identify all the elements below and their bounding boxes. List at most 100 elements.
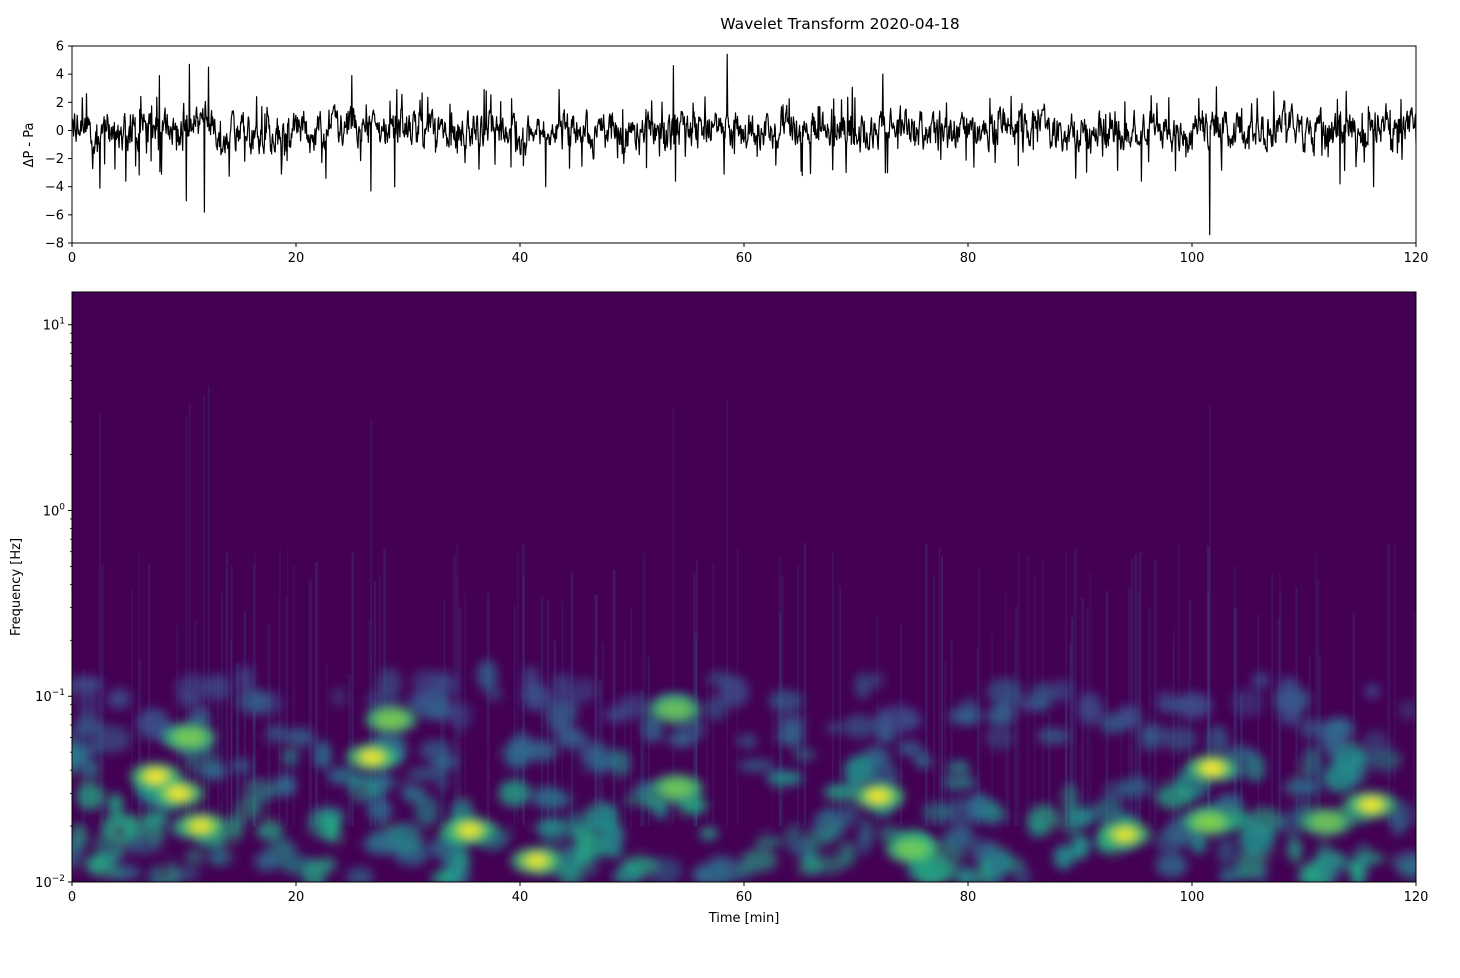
scalogram-power-blob (1278, 675, 1300, 706)
scalogram-low-power (72, 866, 79, 876)
scalogram-power-blob (522, 739, 558, 762)
scalogram-power-blob (82, 758, 99, 780)
pressure-y-tick-label: −2 (45, 152, 64, 167)
scalogram-low-power (1193, 780, 1204, 788)
scalogram-low-power (729, 862, 736, 876)
scalogram-power-blob (254, 850, 281, 872)
scalogram-power-blob (1050, 679, 1073, 702)
scalogram-power-blob (599, 845, 624, 859)
scalogram-low-power (239, 803, 250, 818)
scalogram-hotspot (1192, 813, 1225, 832)
scalogram-y-tick-exponent: −1 (52, 688, 65, 698)
scalogram-hotspot (1310, 813, 1343, 832)
scalogram-power-blob (766, 770, 803, 786)
scalogram-power-blob (1120, 776, 1152, 798)
scalogram-hotspot (660, 779, 693, 798)
scalogram-power-blob (1345, 860, 1364, 874)
scalogram-low-power (95, 762, 104, 776)
scalogram-x-tick-label: 100 (1180, 890, 1205, 905)
scalogram-low-power (513, 823, 527, 835)
scalogram-power-blob (1013, 866, 1031, 882)
scalogram-power-blob (1251, 672, 1270, 689)
scalogram-power-blob (72, 675, 103, 694)
pressure-series-line (72, 53, 1416, 236)
scalogram-power-blob (739, 733, 757, 749)
scalogram-power-blob (1238, 822, 1276, 855)
scalogram-power-blob (1166, 726, 1197, 752)
scalogram-power-blob (947, 826, 972, 849)
scalogram-power-blob (281, 748, 300, 767)
scalogram-hotspot-core (146, 770, 166, 783)
scalogram-power-blob (552, 673, 574, 691)
scalogram-low-power (198, 761, 206, 772)
scalogram-y-tick-exponent: −2 (52, 874, 65, 884)
scalogram-low-power (101, 868, 109, 878)
scalogram-low-power (822, 821, 831, 830)
scalogram-power-blob (265, 724, 288, 744)
scalogram-power-blob (1224, 745, 1258, 764)
scalogram-low-power (661, 755, 672, 762)
scalogram-power-blob (230, 757, 253, 775)
scalogram-power-blob (1287, 838, 1303, 862)
scalogram-power-blob (72, 755, 80, 775)
scalogram-low-power (957, 818, 966, 827)
scalogram-power-blob (175, 674, 212, 702)
pressure-y-axis: −8 −6 −4 −2 0 2 4 6 (45, 40, 72, 252)
scalogram-low-power (400, 771, 409, 785)
scalogram-low-power (884, 857, 894, 870)
scalogram-power-blob (844, 754, 875, 787)
scalogram-low-power (411, 779, 421, 793)
pressure-x-tick-label: 20 (288, 251, 305, 266)
scalogram-low-power (1165, 742, 1173, 756)
scalogram-power-blob (1399, 700, 1416, 720)
scalogram-power-blob (612, 749, 631, 777)
scalogram-low-power (1285, 788, 1294, 801)
scalogram-low-power (251, 745, 263, 753)
scalogram-low-power (724, 733, 737, 745)
scalogram-y-tick-exponent: 1 (59, 317, 65, 327)
scalogram-power-blob (1219, 868, 1234, 882)
scalogram-power-blob (313, 740, 332, 770)
scalogram-y-tick-base: 10 (43, 504, 60, 519)
scalogram-power-blob (814, 854, 845, 875)
scalogram-power-blob (72, 675, 77, 700)
scalogram-low-power (205, 784, 214, 794)
scalogram-x-tick-label: 60 (736, 890, 753, 905)
scalogram-power-blob (521, 686, 544, 702)
scalogram-power-blob (345, 866, 374, 882)
scalogram-hotspots (130, 695, 1398, 875)
scalogram-power-blob (1030, 681, 1054, 712)
scalogram-power-blob (583, 801, 619, 832)
scalogram-power-blob (146, 821, 165, 846)
scalogram-hotspot-core (362, 751, 383, 764)
scalogram-low-power (1394, 761, 1402, 769)
scalogram-power-blob (956, 866, 976, 882)
scalogram-power-blob (573, 677, 597, 703)
scalogram-low-power (637, 836, 647, 846)
scalogram-power-blob (255, 821, 284, 841)
scalogram-low-power (646, 866, 655, 877)
scalogram-low-power (1095, 747, 1109, 755)
scalogram-x-axis: 0 20 40 60 80 100 120 (68, 882, 1428, 905)
scalogram-hotspot-core (526, 854, 547, 867)
scalogram-power-blob (198, 763, 228, 780)
scalogram-x-tick-label: 20 (288, 890, 305, 905)
scalogram-low-power (1383, 781, 1392, 794)
scalogram-low-power (790, 868, 800, 877)
scalogram-power-blob (530, 785, 565, 809)
pressure-x-tick-label: 120 (1404, 251, 1429, 266)
pressure-x-tick-label: 60 (736, 251, 753, 266)
scalogram-power-blob (498, 780, 530, 808)
scalogram-power-blob (897, 740, 923, 756)
scalogram-power-blob (1216, 836, 1236, 866)
scalogram-power-blob (1206, 724, 1229, 756)
pressure-y-tick-label: 0 (56, 124, 64, 139)
scalogram-power-blob (642, 715, 664, 743)
scalogram-power-blob (989, 861, 1005, 882)
scalogram-power-blob (881, 704, 919, 733)
scalogram-power-blob (768, 689, 804, 712)
scalogram-power-blob (984, 725, 1015, 751)
scalogram-power-blob (1399, 866, 1416, 881)
scalogram-power-blob (718, 676, 750, 708)
scalogram-power-blob (1364, 683, 1380, 699)
